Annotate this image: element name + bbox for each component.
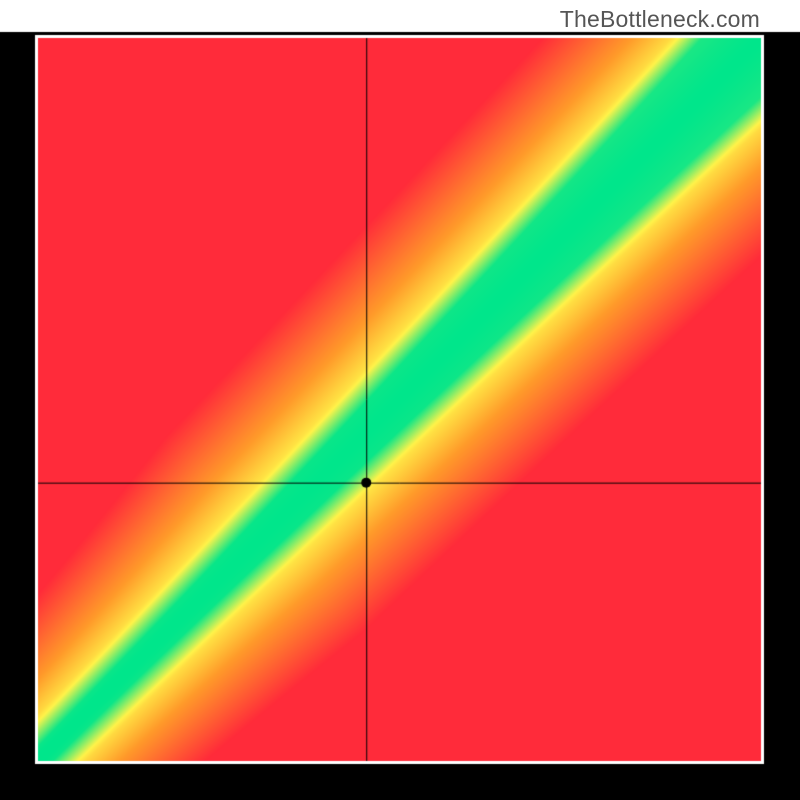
heatmap-canvas xyxy=(0,0,800,800)
chart-container: TheBottleneck.com xyxy=(0,0,800,800)
watermark-text: TheBottleneck.com xyxy=(560,6,760,33)
